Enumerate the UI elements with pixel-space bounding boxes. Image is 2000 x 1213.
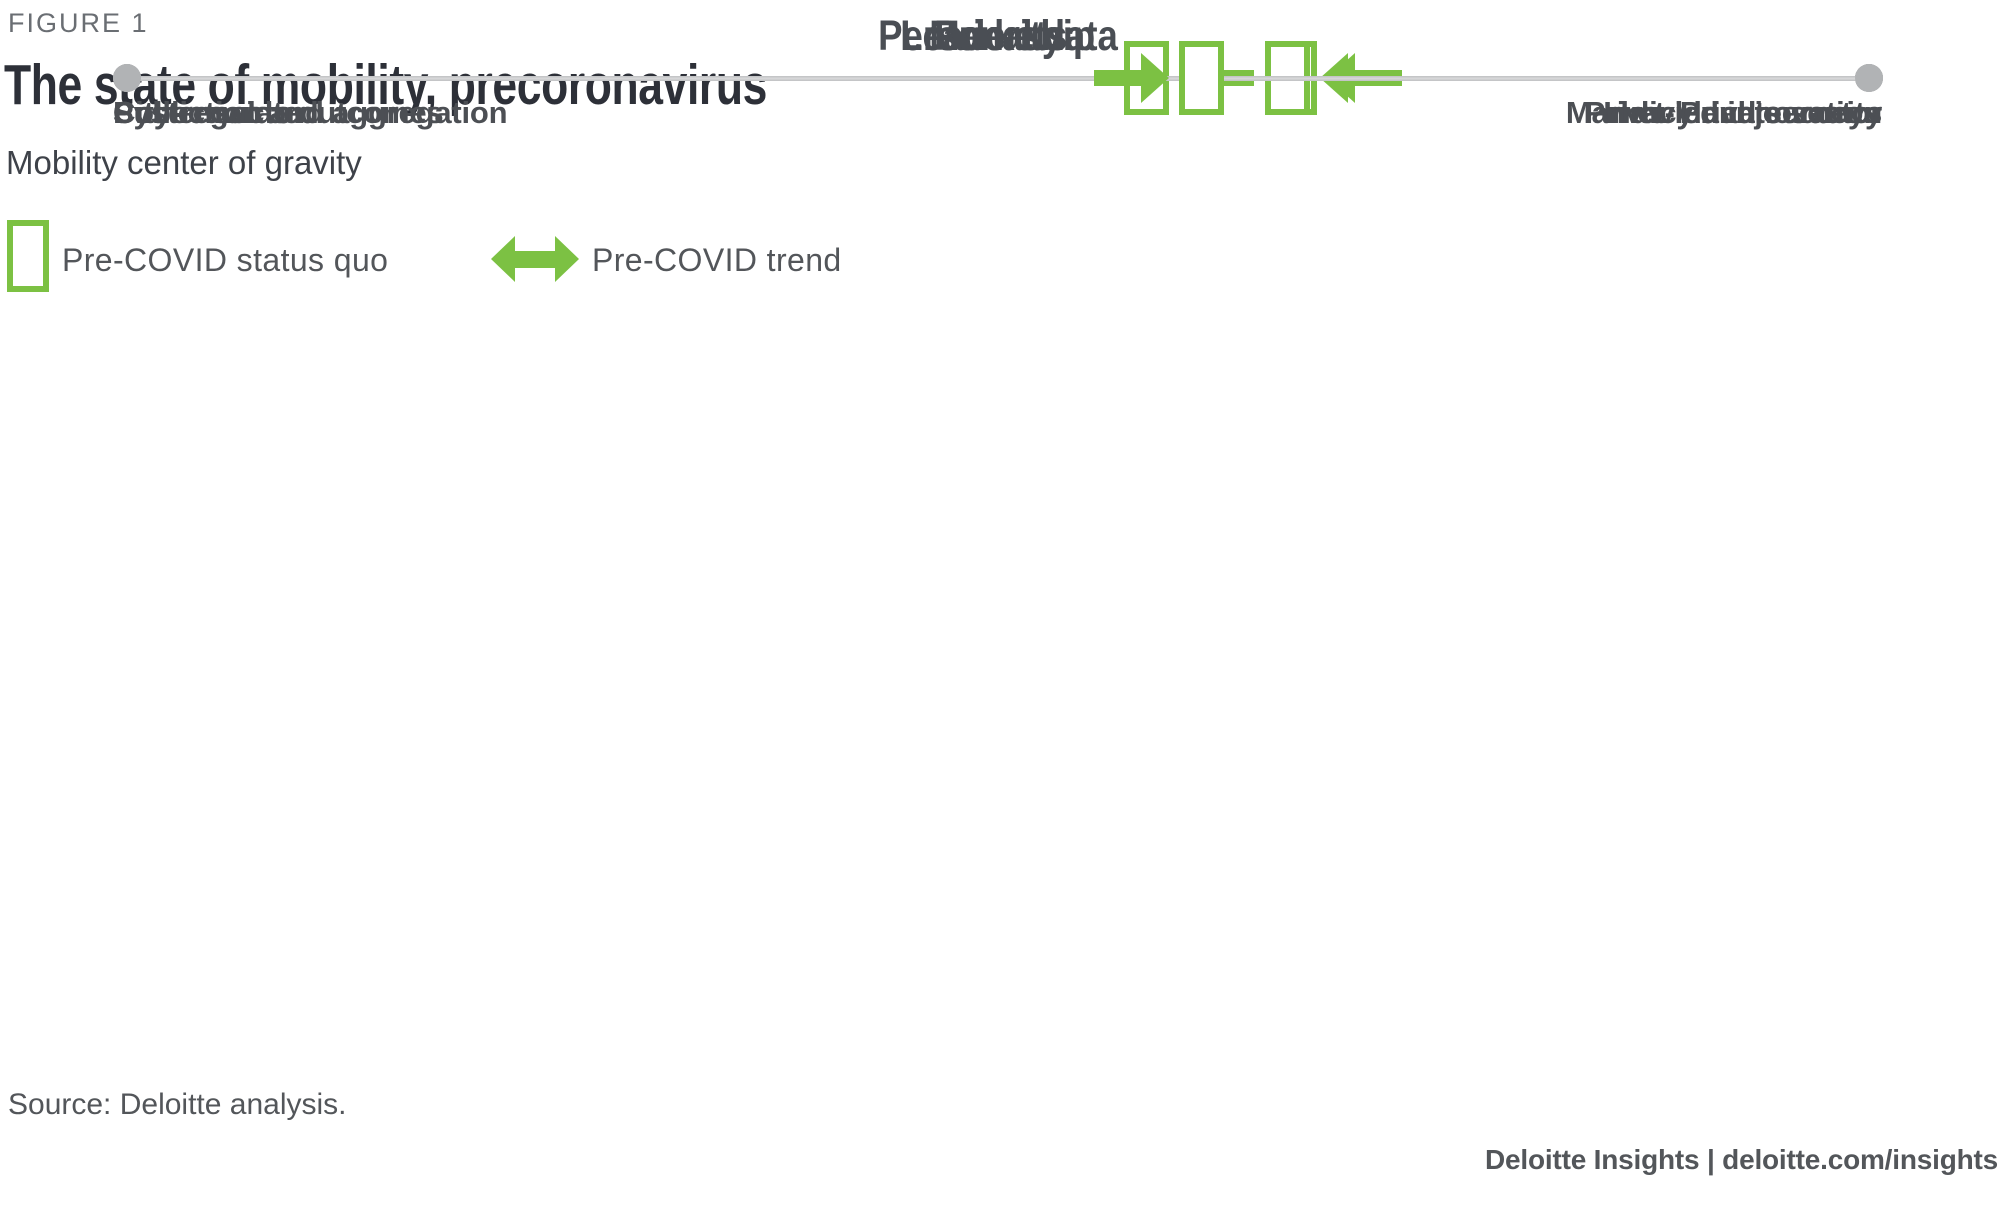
legend-trend-label: Pre-COVID trend: [592, 242, 842, 278]
arrow-shaft: [515, 250, 555, 268]
status-quo-marker: [1179, 41, 1225, 115]
trend-arrow-icon: [1094, 53, 1170, 103]
arrow-head-right: [555, 236, 579, 282]
figure-number: FIGURE 1: [8, 8, 149, 38]
scale-title: Personal data: [878, 12, 1118, 60]
legend-status-quo-label: Pre-COVID status quo: [62, 242, 389, 278]
right-endpoint-dot: [1855, 64, 1883, 92]
arrow-shaft: [1094, 70, 1142, 86]
right-end-label: Market-led innovation: [1565, 95, 1882, 130]
scale-title: Leadership: [900, 12, 1096, 60]
scale-title: Priority: [934, 12, 1062, 60]
left-endpoint-dot: [113, 64, 141, 92]
right-end-label: Private sector: [1679, 95, 1882, 130]
left-end-label: Collection and aggregation: [113, 95, 508, 130]
source-note: Source: Deloitte analysis.: [8, 1088, 347, 1121]
right-end-label: Privacy and security: [1584, 95, 1882, 130]
figure-subtitle: Mobility center of gravity: [6, 144, 362, 181]
arrow-head: [1141, 53, 1170, 103]
double-arrow-icon: [491, 236, 579, 282]
scale-row-personal-data: Personal data Collection and aggregation…: [0, 0, 2000, 160]
right-end-label: Individual journeys: [1603, 95, 1882, 130]
branding-footer: Deloitte Insights | deloitte.com/insight…: [1484, 1144, 1998, 1175]
left-end-label: Systemwide outcomes: [113, 95, 444, 130]
left-end-label: Public sector: [113, 95, 306, 130]
scale-title: Markets: [928, 12, 1068, 60]
legend: Pre-COVID status quo Pre-COVID trend: [0, 218, 1000, 298]
status-quo-swatch-icon: [7, 220, 49, 292]
left-end-label: City-regulated: [113, 95, 319, 130]
arrow-head-left: [491, 236, 515, 282]
scale-track: [127, 76, 1869, 81]
